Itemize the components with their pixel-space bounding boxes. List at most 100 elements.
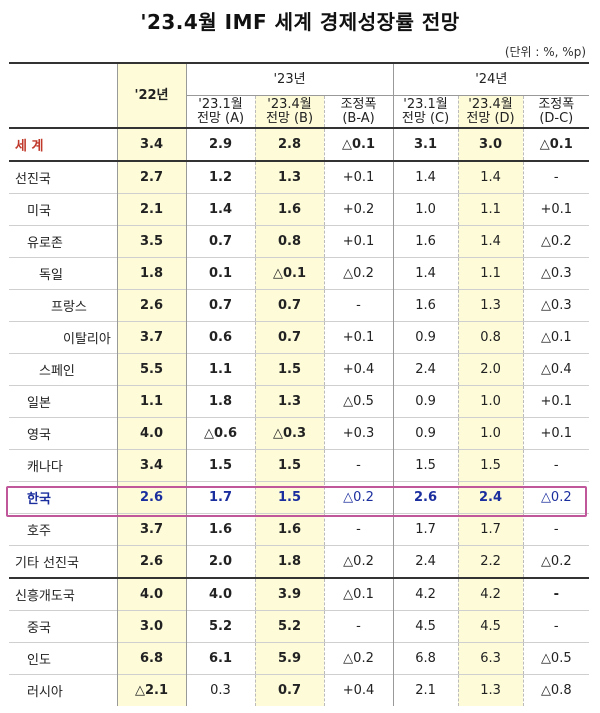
cell-dc: - <box>522 161 590 194</box>
header-ba: (B-A) <box>342 110 375 126</box>
cell-b: 1.8 <box>254 545 324 578</box>
table-row-japan: 일본 1.1 1.8 1.3 △0.5 0.9 1.0 +0.1 <box>9 385 590 418</box>
row-name: 미국 <box>9 193 117 226</box>
cell-c: 1.6 <box>392 289 459 322</box>
cell-c: 4.2 <box>392 578 459 611</box>
cell-2022: 1.8 <box>116 257 186 290</box>
cell-b: 1.3 <box>254 161 324 194</box>
cell-c: 4.5 <box>392 610 459 643</box>
cell-ba: - <box>323 289 394 322</box>
cell-d: 2.2 <box>457 545 524 578</box>
cell-ba: △0.2 <box>323 545 394 578</box>
cell-b: 1.5 <box>254 449 324 482</box>
table-row-australia: 호주 3.7 1.6 1.6 - 1.7 1.7 - <box>9 513 590 546</box>
cell-b: 0.8 <box>254 225 324 258</box>
cell-2022: 3.4 <box>116 128 186 161</box>
cell-b: 3.9 <box>254 578 324 611</box>
header-jan23-label: '23.1월 <box>198 96 243 112</box>
cell-c: 1.5 <box>392 449 459 482</box>
cell-dc: - <box>522 578 590 611</box>
table-row-korea: 한국 2.6 1.7 1.5 △0.2 2.6 2.4 △0.2 <box>9 481 590 514</box>
cell-a: 0.7 <box>185 289 255 322</box>
cell-c: 2.6 <box>392 481 459 514</box>
cell-a: 1.1 <box>185 353 255 386</box>
table-row-usa: 미국 2.1 1.4 1.6 +0.2 1.0 1.1 +0.1 <box>9 193 590 226</box>
table-row-world: 세 계 3.4 2.9 2.8 △0.1 3.1 3.0 △0.1 <box>9 128 590 161</box>
cell-a: △0.6 <box>185 417 255 450</box>
header-forecast-d: 전망 (D) <box>466 110 515 126</box>
cell-dc: △0.4 <box>522 353 590 386</box>
table-row-italy: 이탈리아 3.7 0.6 0.7 +0.1 0.9 0.8 △0.1 <box>9 321 590 354</box>
header-jan23-a: '23.1월 전망 (A) <box>185 95 255 129</box>
cell-d: 1.1 <box>457 257 524 290</box>
cell-2022: 4.0 <box>116 417 186 450</box>
cell-a: 0.1 <box>185 257 255 290</box>
cell-2022: 3.0 <box>116 610 186 643</box>
cell-ba: - <box>323 449 394 482</box>
cell-dc: +0.1 <box>522 385 590 418</box>
cell-ba: +0.1 <box>323 161 394 194</box>
table-row-russia: 러시아 △2.1 0.3 0.7 +0.4 2.1 1.3 △0.8 <box>9 674 590 706</box>
cell-dc: △0.2 <box>522 225 590 258</box>
cell-2022: 6.8 <box>116 642 186 675</box>
cell-b: 1.5 <box>254 481 324 514</box>
cell-b: △0.1 <box>254 257 324 290</box>
cell-ba: △0.1 <box>323 578 394 611</box>
cell-d: 1.3 <box>457 674 524 706</box>
cell-2022: 2.6 <box>116 481 186 514</box>
cell-b: 1.5 <box>254 353 324 386</box>
cell-dc: - <box>522 513 590 546</box>
table-row-france: 프랑스 2.6 0.7 0.7 - 1.6 1.3 △0.3 <box>9 289 590 322</box>
table-row-china: 중국 3.0 5.2 5.2 - 4.5 4.5 - <box>9 610 590 643</box>
cell-c: 1.4 <box>392 161 459 194</box>
cell-a: 1.4 <box>185 193 255 226</box>
cell-ba: - <box>323 513 394 546</box>
cell-c: 2.4 <box>392 545 459 578</box>
cell-d: 3.0 <box>457 128 524 161</box>
row-name: 기타 선진국 <box>9 545 117 578</box>
row-name: 신흥개도국 <box>15 589 75 604</box>
cell-b: 0.7 <box>254 321 324 354</box>
table-row-emerging: 신흥개도국 4.0 4.0 3.9 △0.1 4.2 4.2 - <box>9 578 590 611</box>
row-name: 한국 <box>9 481 117 514</box>
cell-2022: 5.5 <box>116 353 186 386</box>
cell-dc: △0.1 <box>522 128 590 161</box>
header-adj-ba: 조정폭 (B-A) <box>323 95 394 129</box>
table-row-other-advanced: 기타 선진국 2.6 2.0 1.8 △0.2 2.4 2.2 △0.2 <box>9 545 590 578</box>
cell-a: 2.0 <box>185 545 255 578</box>
cell-d: 4.5 <box>457 610 524 643</box>
cell-dc: △0.2 <box>522 481 590 514</box>
cell-b: 5.2 <box>254 610 324 643</box>
cell-a: 1.5 <box>185 449 255 482</box>
cell-dc: +0.1 <box>522 193 590 226</box>
header-2023: '23년 <box>185 63 394 96</box>
cell-a: 0.3 <box>185 674 255 706</box>
table-row-uk: 영국 4.0 △0.6 △0.3 +0.3 0.9 1.0 +0.1 <box>9 417 590 450</box>
header-apr23-b: '23.4월 전망 (B) <box>254 95 324 129</box>
row-name: 영국 <box>9 417 117 450</box>
cell-2022: 4.0 <box>116 578 186 611</box>
row-name: 프랑스 <box>9 289 117 322</box>
cell-a: 2.9 <box>185 128 255 161</box>
cell-c: 0.9 <box>392 385 459 418</box>
cell-a: 4.0 <box>185 578 255 611</box>
cell-ba: △0.1 <box>323 128 394 161</box>
unit-label: (단위 : %, %p) <box>504 45 586 59</box>
cell-a: 1.2 <box>185 161 255 194</box>
cell-d: 1.0 <box>457 385 524 418</box>
cell-ba: - <box>323 610 394 643</box>
table-row-spain: 스페인 5.5 1.1 1.5 +0.4 2.4 2.0 △0.4 <box>9 353 590 386</box>
cell-ba: +0.1 <box>323 225 394 258</box>
cell-d: 4.2 <box>457 578 524 611</box>
cell-d: 1.4 <box>457 225 524 258</box>
cell-ba: +0.2 <box>323 193 394 226</box>
cell-a: 5.2 <box>185 610 255 643</box>
cell-a: 0.6 <box>185 321 255 354</box>
cell-c: 3.1 <box>392 128 459 161</box>
row-name: 유로존 <box>9 225 117 258</box>
cell-ba: △0.2 <box>323 481 394 514</box>
header-adj-dc: 조정폭 (D-C) <box>522 95 590 129</box>
cell-c: 1.4 <box>392 257 459 290</box>
cell-b: 0.7 <box>254 674 324 706</box>
header-forecast-b: 전망 (B) <box>265 110 314 126</box>
